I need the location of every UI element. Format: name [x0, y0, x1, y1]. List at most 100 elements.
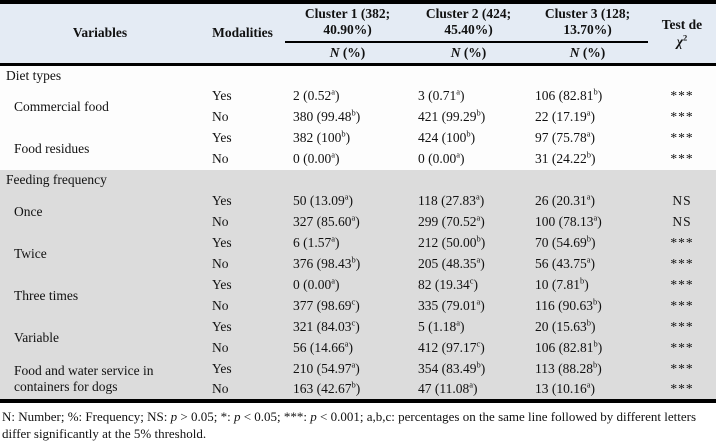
- chi-square-result-cell: ***: [648, 127, 716, 149]
- data-row: No 0 (0.00a) 0 (0.00a) 31 (24.22b) ***: [0, 148, 716, 170]
- cluster2-value-cell: 47 (11.08a): [410, 379, 527, 401]
- significance-letter: b: [586, 317, 591, 328]
- pct-label: (%): [460, 44, 487, 60]
- cluster1-value-cell: 56 (14.66a): [285, 337, 410, 359]
- chi-square-result-cell: ***: [648, 379, 716, 401]
- significance-letter: b: [466, 128, 471, 139]
- modality-cell: No: [200, 106, 285, 128]
- chi-square-result-cell: ***: [648, 274, 716, 296]
- modality-cell: No: [200, 253, 285, 275]
- chi-square-result-cell: ***: [648, 148, 716, 170]
- chi-square-result-cell: ***: [648, 316, 716, 338]
- data-row: Three times Yes 0 (0.00a) 82 (19.34c) 10 (7.…: [0, 274, 716, 317]
- modality-cell: No: [200, 379, 285, 401]
- variable-name: Twice: [0, 232, 200, 275]
- cluster3-value-cell: 70 (54.69b): [527, 232, 648, 254]
- cluster2-line2: 45.40%): [444, 22, 493, 38]
- section-header-row: Diet types: [0, 64, 716, 86]
- significance-letter: b: [476, 359, 481, 370]
- test-label: Test de: [661, 17, 703, 33]
- chi-symbol: χ: [676, 33, 684, 49]
- data-row: Once Yes 50 (13.09a) 118 (27.83a) 26 (20.31a…: [0, 190, 716, 233]
- cluster3-value-cell: 10 (7.81b): [527, 274, 648, 296]
- significance-letter: b: [476, 233, 481, 244]
- cluster3-value-cell: 22 (17.19a): [527, 106, 648, 128]
- modality-cell: No: [200, 337, 285, 359]
- significance-letter: a: [476, 296, 481, 307]
- significance-letter: b: [580, 275, 585, 286]
- data-row: No 376 (98.43b) 205 (48.35a) 56 (43.75a) ***: [0, 253, 716, 275]
- chi-square-result-cell: ***: [648, 295, 716, 317]
- significance-letter: a: [456, 86, 461, 97]
- significance-letter: a: [476, 212, 481, 223]
- data-row: No 56 (14.66a) 412 (97.17c) 106 (82.81b) ***: [0, 337, 716, 359]
- cluster3-value-cell: 113 (88.28b): [527, 358, 648, 380]
- significance-letter: a: [344, 191, 349, 202]
- data-row: No 327 (85.60a) 299 (70.52a) 100 (78.13a) NS: [0, 211, 716, 233]
- column-header-cluster-3: Cluster 3 (128; 13.70%): [527, 2, 648, 43]
- modality-cell: Yes: [200, 127, 285, 149]
- data-row: Commercial food Yes 2 (0.52a) 3 (0.71a) 106 …: [0, 85, 716, 128]
- cluster2-value-cell: 335 (79.01a): [410, 295, 527, 317]
- significance-letter: a: [476, 254, 481, 265]
- cluster3-value-cell: 13 (10.16a): [527, 379, 648, 401]
- variable-name: Food residues: [0, 127, 200, 170]
- significance-letter: a: [456, 149, 461, 160]
- significance-letter: c: [351, 317, 356, 328]
- modality-cell: No: [200, 211, 285, 233]
- cluster3-value-cell: 106 (82.81b): [527, 85, 648, 107]
- modality-cell: No: [200, 295, 285, 317]
- chi-square-result-cell: ***: [648, 106, 716, 128]
- significance-letter: a: [331, 233, 336, 244]
- chi-square-result-cell: ***: [648, 253, 716, 275]
- cluster3-value-cell: 97 (75.78a): [527, 127, 648, 149]
- cluster1-value-cell: 377 (98.69c): [285, 295, 410, 317]
- significance-letter: b: [593, 86, 598, 97]
- modality-cell: Yes: [200, 358, 285, 380]
- cluster1-value-cell: 163 (42.67b): [285, 379, 410, 401]
- chi-square-result-cell: ***: [648, 358, 716, 380]
- column-header-chi-square-test: Test de χ2: [648, 2, 716, 67]
- data-row: No 377 (98.69c) 335 (79.01a) 116 (90.63b) **…: [0, 295, 716, 317]
- cluster3-value-cell: 56 (43.75a): [527, 253, 648, 275]
- cluster1-value-cell: 0 (0.00a): [285, 274, 410, 296]
- header-row-2: N (%) N (%) N (%): [0, 41, 716, 67]
- significance-letter: a: [344, 338, 349, 349]
- subheader-n-pct-2: N (%): [410, 41, 527, 67]
- significance-letter: b: [476, 107, 481, 118]
- data-row: Food residues Yes 382 (100b) 424 (100b) 97 (…: [0, 127, 716, 170]
- cluster1-value-cell: 376 (98.43b): [285, 253, 410, 275]
- column-header-cluster-1: Cluster 1 (382; 40.90%): [285, 2, 410, 43]
- cluster1-value-cell: 210 (54.97a): [285, 358, 410, 380]
- cluster1-value-cell: 380 (99.48b): [285, 106, 410, 128]
- chi-square-result-cell: ***: [648, 337, 716, 359]
- table-header: Variables Modalities Cluster 1 (382; 40.…: [0, 2, 716, 67]
- footnote: N: Number; %: Frequency; NS: p > 0.05; *…: [2, 408, 697, 442]
- variable-name: Variable: [0, 316, 200, 359]
- cluster3-line2: 13.70%): [563, 22, 612, 38]
- column-header-cluster-2: Cluster 2 (424; 45.40%): [410, 2, 527, 43]
- chi-square-result-cell: NS: [648, 211, 716, 233]
- variable-name: Three times: [0, 274, 200, 317]
- variable-name: Once: [0, 190, 200, 233]
- modality-cell: Yes: [200, 274, 285, 296]
- cluster1-value-cell: 382 (100b): [285, 127, 410, 149]
- cluster3-value-cell: 26 (20.31a): [527, 190, 648, 212]
- cluster2-value-cell: 5 (1.18a): [410, 316, 527, 338]
- section-title: Diet types: [0, 64, 716, 86]
- cluster2-value-cell: 299 (70.52a): [410, 211, 527, 233]
- cluster1-value-cell: 2 (0.52a): [285, 85, 410, 107]
- significance-letter: b: [351, 254, 356, 265]
- chi-exponent: 2: [683, 32, 688, 43]
- cluster-results-table: Variables Modalities Cluster 1 (382; 40.…: [0, 0, 716, 403]
- modality-cell: Yes: [200, 232, 285, 254]
- cluster1-value-cell: 321 (84.03c): [285, 316, 410, 338]
- significance-letter: a: [469, 379, 474, 390]
- significance-letter: a: [586, 128, 591, 139]
- cluster1-value-cell: 0 (0.00a): [285, 148, 410, 170]
- significance-letter: b: [593, 338, 598, 349]
- significance-letter: a: [331, 149, 336, 160]
- cluster2-value-cell: 354 (83.49b): [410, 358, 527, 380]
- table-body: Diet types Commercial food Yes 2 (0.52a) 3 (…: [0, 64, 716, 401]
- header-row-1: Variables Modalities Cluster 1 (382; 40.…: [0, 2, 716, 67]
